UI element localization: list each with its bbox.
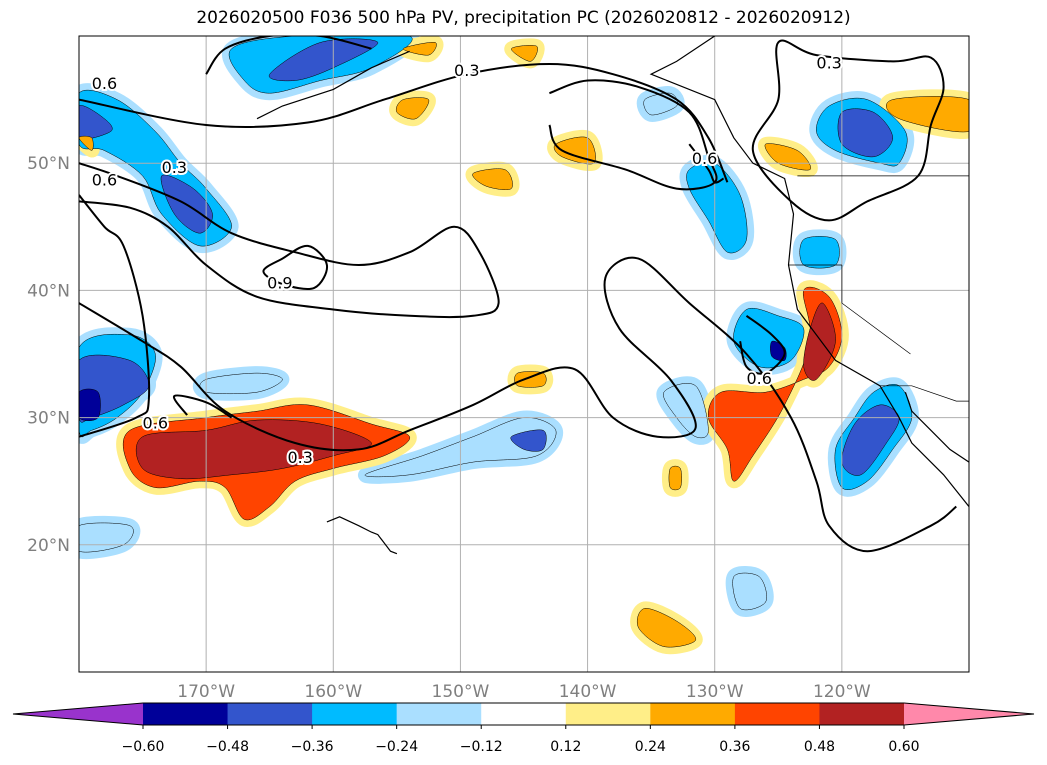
precip-region — [79, 135, 94, 151]
colorbar-tick-label: −0.48 — [206, 739, 249, 755]
coastlines — [256, 36, 969, 555]
contour-label: 0.6 — [692, 149, 717, 168]
coastline — [326, 516, 398, 555]
precip-region — [707, 286, 843, 482]
precip-region — [395, 97, 430, 120]
political-border — [841, 265, 911, 355]
colorbar-extend-high — [904, 703, 1034, 725]
precip-region — [402, 42, 437, 56]
precip-region — [886, 96, 969, 133]
pv-contours — [79, 36, 957, 553]
precip-region — [79, 105, 113, 140]
colorbar-tick-label: 0.60 — [888, 739, 919, 755]
colorbar-bin — [143, 703, 229, 725]
precip-region — [663, 383, 709, 439]
colorbar-bin — [312, 703, 398, 725]
axis-tick-labels: 20°N 30°N 40°N 50°N 170°W 160°W 150°W 140°W 130°… — [27, 154, 871, 702]
precip-region — [636, 608, 697, 648]
contour-label: 0.6 — [92, 74, 117, 93]
contour-label: 0.9 — [267, 274, 292, 293]
longitude-label: 120°W — [813, 682, 871, 702]
pv-contour-line — [751, 39, 945, 222]
pv-contour-line — [739, 315, 786, 375]
colorbar-tick-label: 0.48 — [804, 739, 835, 755]
colorbar-tick-label: −0.36 — [291, 739, 334, 755]
political-border — [880, 385, 969, 402]
precip-region — [732, 572, 767, 611]
colorbar-bin — [227, 703, 313, 725]
precip-region — [510, 429, 547, 452]
precipitation-layer — [79, 36, 969, 655]
contour-label: 0.3 — [288, 448, 313, 467]
pv-contour-line — [172, 394, 233, 419]
colorbar-bin — [650, 703, 736, 725]
pv-contour-line — [688, 143, 725, 184]
contour-label: 0.3 — [454, 61, 479, 80]
colorbar-tick-label: 0.24 — [635, 739, 666, 755]
contour-label: 0.6 — [143, 413, 168, 432]
precip-region — [268, 38, 379, 82]
colorbar-tick-label: −0.12 — [460, 739, 503, 755]
pv-contour-line — [205, 36, 372, 75]
coastline — [904, 392, 969, 463]
latitude-label: 20°N — [27, 536, 70, 556]
pv-contour-line — [79, 162, 500, 319]
precip-region — [472, 168, 513, 190]
pv-contour-line — [79, 194, 151, 438]
contour-labels: 0.6 0.3 0.3 0.3 0.6 0.6 0.9 0.6 0.6 0.3 — [90, 51, 844, 468]
longitude-label: 150°W — [432, 682, 490, 702]
latitude-label: 40°N — [27, 281, 70, 301]
graticule — [79, 36, 969, 672]
contour-label: 0.6 — [746, 369, 771, 388]
colorbar-bin — [396, 703, 482, 725]
pv-contour-line — [262, 244, 328, 290]
precip-region — [79, 388, 101, 421]
map-frame — [78, 35, 970, 673]
colorbar-extend-low — [13, 703, 143, 725]
longitude-label: 160°W — [304, 682, 362, 702]
pv-contour-line — [79, 62, 729, 183]
colorbar-tick-label: 0.36 — [719, 739, 750, 755]
longitude-label: 130°W — [686, 682, 744, 702]
contour-label: 0.3 — [816, 53, 841, 72]
pv-contour-line — [79, 256, 957, 553]
colorbar-tick-label: 0.12 — [550, 739, 581, 755]
colorbar-bin — [565, 703, 651, 725]
precip-region — [511, 45, 538, 62]
precip-region — [803, 302, 836, 381]
figure-title: 2026020500 F036 500 hPa PV, precipitatio… — [196, 8, 851, 28]
contour-label: 0.3 — [162, 158, 187, 177]
colorbar-tick-label: −0.24 — [375, 739, 418, 755]
colorbar-bin — [734, 703, 820, 725]
colorbar: −0.60 −0.48 −0.36 −0.24 −0.12 0.12 0.24 0.36 0.4… — [12, 702, 1035, 755]
latitude-label: 30°N — [27, 409, 70, 429]
precip-region — [799, 236, 840, 269]
precip-region — [686, 161, 748, 254]
contour-label: 0.6 — [92, 171, 117, 190]
coastline — [256, 50, 410, 120]
pv-contour-line — [548, 79, 718, 191]
precip-region — [668, 465, 682, 491]
precip-region — [514, 371, 547, 388]
colorbar-tick-label: −0.60 — [122, 739, 165, 755]
precip-region — [837, 108, 893, 158]
longitude-label: 170°W — [177, 682, 235, 702]
longitude-label: 140°W — [559, 682, 617, 702]
colorbar-bin — [819, 703, 905, 725]
latitude-label: 50°N — [27, 154, 70, 174]
colorbar-bin — [481, 703, 567, 725]
